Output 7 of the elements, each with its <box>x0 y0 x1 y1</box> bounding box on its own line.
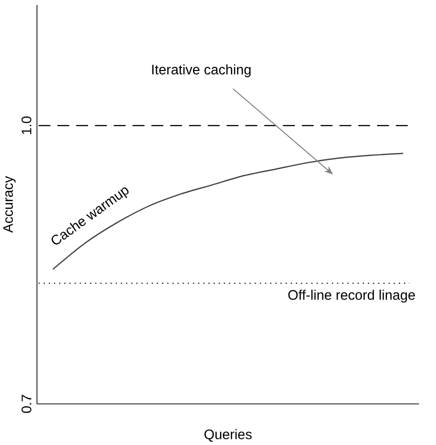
x-axis-title: Queries <box>204 429 252 442</box>
ref-line-label: Off-line record linage <box>288 290 415 303</box>
line-series <box>52 152 404 270</box>
y-tick-label: 1.0 <box>22 116 32 134</box>
y-axis-title: Accuracy <box>3 176 16 233</box>
y-tick-label: 0.7 <box>22 394 32 413</box>
annotation: Iterative caching <box>152 64 251 78</box>
